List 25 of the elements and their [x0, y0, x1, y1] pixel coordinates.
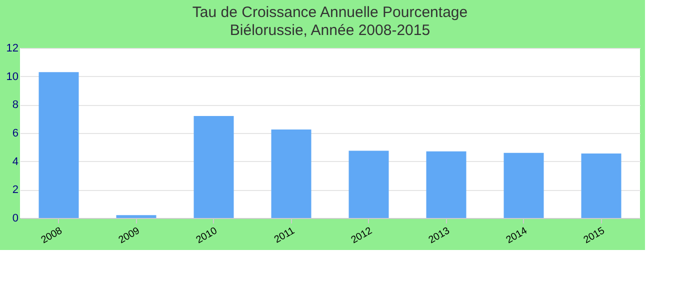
x-tick-label: 2009	[116, 225, 142, 246]
bar	[426, 151, 466, 218]
chart-subtitle: Biélorussie, Année 2008-2015	[230, 22, 430, 39]
x-tick-label: 2014	[504, 225, 530, 246]
x-tick-label: 2015	[582, 225, 608, 246]
x-tick-label: 2010	[194, 225, 220, 246]
bar	[38, 72, 79, 218]
chart-title: Tau de Croissance Annuelle Pourcentage	[192, 4, 468, 21]
bar	[504, 152, 544, 218]
bar	[348, 150, 389, 218]
x-tick-label: 2012	[349, 225, 375, 246]
y-tick-label: 0	[12, 212, 18, 224]
x-tick-label: 2008	[39, 225, 65, 246]
x-tick-label: 2011	[272, 225, 298, 246]
y-tick-label: 2	[12, 184, 18, 196]
bar	[581, 154, 622, 218]
x-tick-label: 2013	[426, 225, 452, 246]
bar	[271, 129, 312, 218]
bar	[116, 215, 156, 218]
y-tick-label: 12	[6, 42, 18, 54]
y-tick-label: 6	[12, 128, 18, 140]
y-tick-label: 4	[12, 156, 18, 168]
bar	[194, 116, 234, 218]
y-tick-label: 8	[12, 99, 18, 112]
y-tick-label: 10	[6, 70, 18, 83]
